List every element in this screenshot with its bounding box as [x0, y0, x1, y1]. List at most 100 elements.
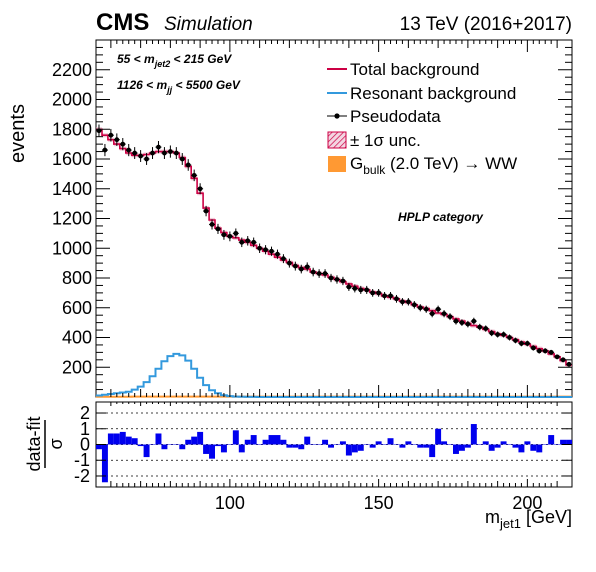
data-point: [156, 144, 161, 150]
pull-bar: [286, 444, 293, 448]
pull-bar: [244, 439, 251, 445]
pull-y-tick-label: -2: [74, 466, 90, 486]
data-point: [191, 172, 197, 178]
data-point: [382, 293, 387, 299]
y-tick-label: 1600: [52, 149, 92, 169]
x-axis-title-main: m: [485, 507, 500, 527]
data-point: [179, 156, 185, 162]
resonant-line: [96, 352, 572, 398]
pull-bar: [262, 439, 269, 445]
pull-y-axis-title: data-fit σ: [24, 416, 66, 471]
data-point: [370, 290, 376, 296]
data-point: [281, 256, 286, 262]
pull-bar: [298, 444, 305, 450]
data-point: [507, 335, 512, 340]
data-point: [524, 341, 530, 346]
pull-bar: [387, 438, 394, 445]
legend-signal-label: Gbulk (2.0 TeV) → WW: [350, 154, 517, 177]
data-point: [566, 361, 572, 367]
data-point: [435, 306, 441, 312]
legend-unc-swatch: [327, 131, 347, 149]
pull-bar: [488, 444, 495, 451]
data-point: [304, 264, 310, 270]
pull-ylabel-numerator: data-fit: [24, 416, 44, 471]
pull-bar: [179, 444, 186, 450]
data-point: [548, 349, 554, 355]
pull-bar: [161, 444, 168, 450]
data-point: [263, 247, 268, 253]
legend-resonant-label: Resonant background: [350, 84, 516, 103]
x-axis-title: mjet1 [GeV]: [485, 507, 572, 531]
data-point: [542, 348, 548, 354]
data-point: [471, 318, 477, 324]
pull-bar: [411, 444, 418, 445]
data-point: [162, 150, 167, 156]
pull-bar: [548, 435, 555, 445]
y-tick-label: 2200: [52, 60, 92, 80]
data-point: [150, 150, 155, 156]
x-tick-label: 100: [215, 493, 245, 513]
pull-bar: [375, 441, 382, 445]
pull-bar: [363, 444, 370, 445]
pull-bar: [125, 436, 132, 445]
cut-mjet2-post: < 215 GeV: [170, 52, 232, 66]
pull-bar: [232, 430, 239, 445]
data-point: [489, 330, 495, 336]
data-point: [513, 338, 518, 343]
data-point: [286, 260, 292, 266]
pull-bar: [173, 444, 180, 445]
pull-bar: [345, 444, 352, 456]
legend-total-label: Total background: [350, 60, 479, 79]
legend-signal-swatch: [328, 156, 346, 172]
pull-bar: [322, 439, 329, 445]
data-point: [554, 354, 560, 360]
pull-ylabel-denominator: σ: [46, 438, 66, 449]
pseudodata-series: [96, 124, 572, 367]
pull-bar: [280, 439, 287, 445]
pull-bar: [143, 444, 150, 458]
pull-bar: [167, 444, 174, 445]
pull-bar: [500, 441, 507, 445]
data-point: [352, 286, 358, 291]
y-tick-label: 1000: [52, 238, 92, 258]
data-point: [209, 222, 215, 227]
cut-mjj-sub: jj: [166, 85, 173, 95]
data-point: [465, 321, 471, 327]
pull-bar: [458, 444, 465, 451]
data-point: [429, 311, 435, 317]
data-point: [132, 150, 138, 156]
pull-bar: [137, 444, 144, 447]
pull-bar: [334, 444, 340, 445]
data-point: [441, 311, 447, 317]
data-point: [203, 208, 209, 214]
data-point: [185, 162, 191, 168]
resonant-background-series: [96, 352, 572, 398]
pull-bar: [536, 444, 543, 453]
y-tick-label: 400: [62, 328, 92, 348]
data-point: [227, 233, 233, 239]
data-point: [530, 345, 536, 351]
cut-mjet2: 55 < mjet2 < 215 GeV: [117, 52, 232, 69]
pull-bar: [351, 444, 358, 453]
y-tick-label: 2000: [52, 90, 92, 110]
pull-bar: [268, 435, 275, 445]
cut-mjet2-pre: 55 < m: [117, 52, 155, 66]
data-point: [417, 305, 423, 311]
data-point: [114, 137, 120, 143]
data-point: [519, 341, 524, 346]
data-point: [459, 320, 465, 326]
data-point: [310, 269, 316, 275]
data-point: [483, 326, 489, 331]
pull-bar: [381, 444, 388, 445]
pull-bar: [423, 444, 430, 448]
pull-bar: [494, 444, 501, 448]
data-point: [328, 275, 334, 281]
data-point: [334, 277, 340, 282]
pull-y-tick-label: 0: [80, 435, 90, 455]
pull-bar: [96, 444, 102, 450]
data-point: [405, 299, 411, 305]
pull-bar: [209, 444, 215, 459]
data-point: [388, 293, 393, 299]
data-point: [144, 156, 149, 162]
